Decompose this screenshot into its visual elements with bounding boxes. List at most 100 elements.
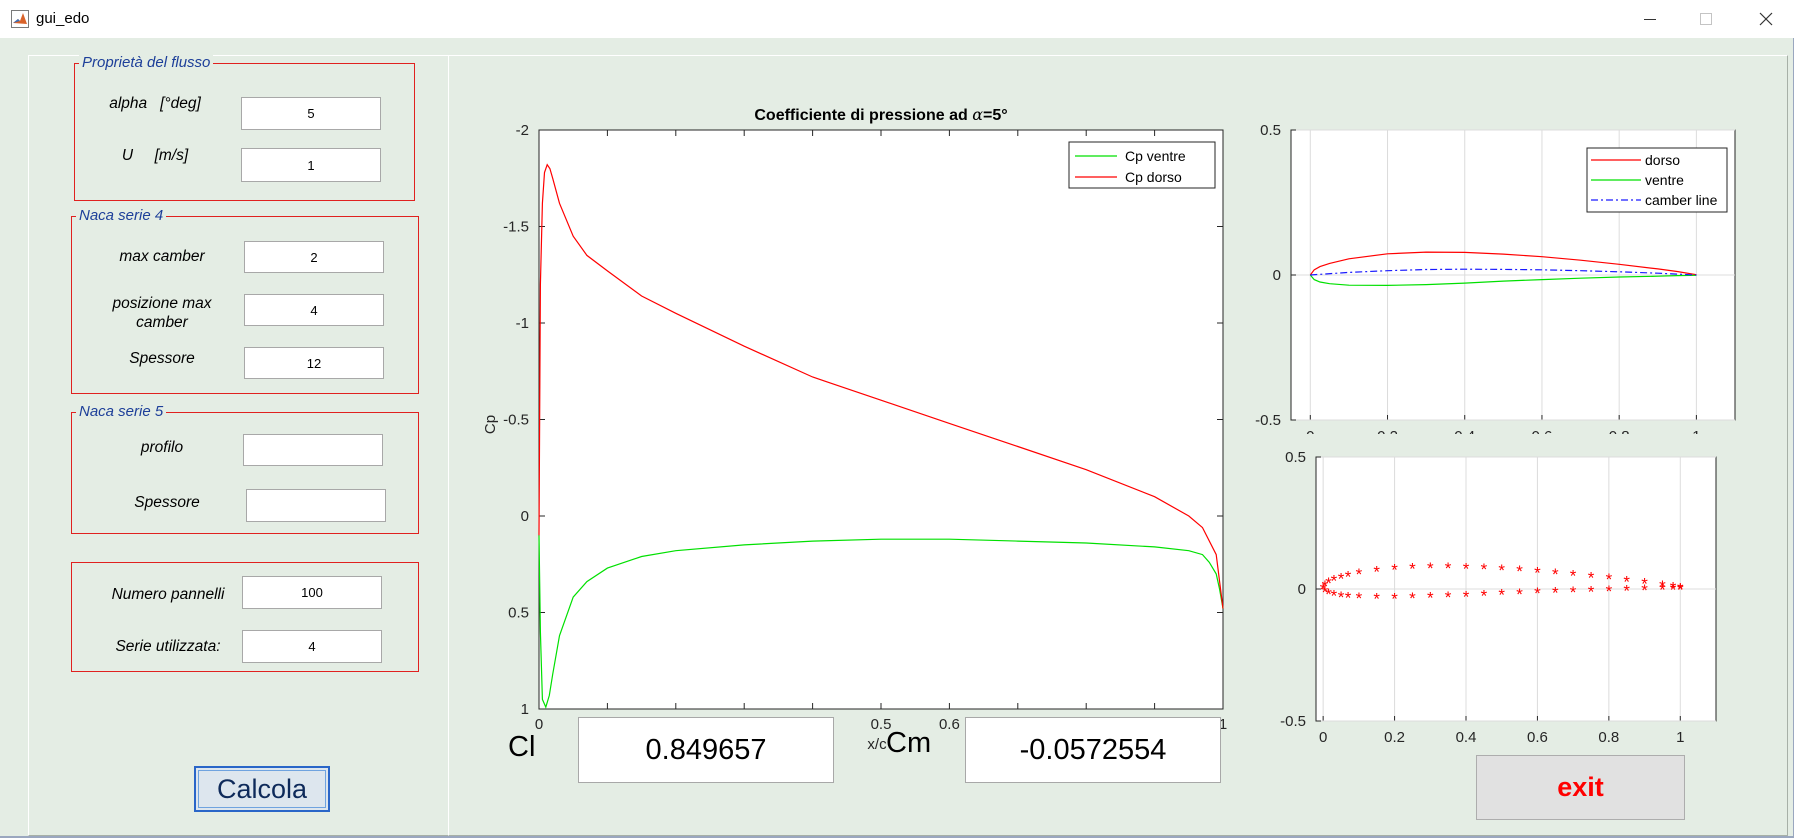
group-naca-5: Naca serie 5 profilo Spessore (71, 403, 419, 534)
close-icon (1759, 12, 1773, 26)
panels-x-tick-label: 1 (1676, 729, 1684, 746)
calcola-button[interactable]: Calcola (194, 766, 330, 812)
cp-title-angle: =5° (983, 107, 1008, 124)
airfoil-legend-label: ventre (1645, 172, 1684, 188)
max-camber-position-input[interactable]: 4 (244, 294, 384, 326)
cp-x-tick-label: 0.5 (871, 716, 892, 733)
cp-y-tick-label: -2 (516, 122, 529, 139)
group-title-naca5: Naca serie 5 (76, 403, 167, 420)
panel-point-marker: * (1670, 578, 1677, 597)
minimize-icon (1644, 19, 1656, 20)
panel-point-marker: * (1534, 563, 1541, 582)
title-bar: gui_edo (0, 0, 1798, 38)
cp-x-axis-label: x/c (867, 736, 887, 753)
panel-point-marker: * (1345, 589, 1352, 608)
figure-window: Proprietà del flusso alpha [°deg] 5 U [m… (0, 38, 1794, 838)
cp-legend-label: Cp ventre (1125, 148, 1186, 164)
panel-point-marker: * (1391, 561, 1398, 580)
cp-y-tick-label: -1.5 (503, 219, 529, 236)
panel-point-marker: * (1623, 581, 1630, 600)
cp-title-alpha: α (972, 105, 983, 124)
panel-point-marker: * (1498, 561, 1505, 580)
panel-point-marker: * (1463, 587, 1470, 606)
panels-y-tick-label: -0.5 (1280, 713, 1306, 730)
exit-button[interactable]: exit (1476, 755, 1685, 820)
airfoil-x-tick-label: 0.8 (1609, 428, 1630, 434)
results-panel (448, 55, 1788, 836)
profile-input[interactable] (243, 434, 383, 466)
panel-point-marker: * (1481, 586, 1488, 605)
panel-point-marker: * (1641, 575, 1648, 594)
thickness-5-input[interactable] (246, 489, 386, 522)
u-input[interactable]: 1 (241, 148, 381, 182)
panel-point-marker: * (1445, 588, 1452, 607)
group-title-flow: Proprietà del flusso (79, 54, 214, 71)
panel-point-marker: * (1498, 586, 1505, 605)
panel-point-marker: * (1331, 587, 1338, 606)
panel-point-marker: * (1320, 580, 1327, 599)
alpha-label: alpha [°deg] (109, 95, 201, 112)
panel-count-input[interactable]: 100 (242, 576, 382, 609)
airfoil-y-tick-label: -0.5 (1255, 412, 1281, 429)
group-settings: Numero pannelli 100 Serie utilizzata: 4 (71, 562, 419, 672)
cp-legend-box (1068, 141, 1216, 189)
u-label: U [m/s] (121, 147, 189, 164)
panel-point-marker: * (1606, 582, 1613, 601)
cp-chart-title: Coefficiente di pressione ad α=5° (754, 105, 1007, 124)
cp-title-text: Coefficiente di pressione ad (754, 107, 972, 124)
panel-point-marker: * (1588, 568, 1595, 587)
series-used-input[interactable]: 4 (242, 630, 382, 663)
panel-point-marker: * (1659, 577, 1666, 596)
cp-y-tick-label: 1 (521, 701, 529, 718)
panel-point-marker: * (1445, 559, 1452, 578)
panel-point-marker: * (1391, 590, 1398, 609)
panels-x-tick-label: 0.2 (1384, 729, 1405, 746)
panels-x-tick-label: 0.8 (1598, 729, 1619, 746)
max-camber-input[interactable]: 2 (244, 241, 384, 273)
panel-point-marker: * (1606, 570, 1613, 589)
panel-point-marker: * (1623, 572, 1630, 591)
input-panel: Proprietà del flusso alpha [°deg] 5 U [m… (28, 54, 449, 836)
cl-value-box[interactable]: 0.849657 (578, 717, 834, 783)
airfoil-x-tick-label: 0.6 (1532, 428, 1553, 434)
airfoil-y-tick-label: 0.5 (1260, 122, 1281, 139)
window-title: gui_edo (36, 10, 90, 27)
alpha-input[interactable]: 5 (241, 97, 381, 130)
max-camber-label: max camber (119, 248, 205, 265)
airfoil-series-line (1309, 251, 1697, 276)
close-button[interactable] (1738, 0, 1794, 38)
cp-series-line (538, 535, 1224, 709)
airfoil-x-tick-label: 0.2 (1377, 428, 1398, 434)
cm-value-box[interactable]: -0.0572554 (965, 717, 1221, 783)
panel-point-marker: * (1588, 582, 1595, 601)
minimize-button[interactable] (1622, 0, 1678, 38)
airfoil-legend-label: dorso (1645, 152, 1680, 168)
max-camber-position-label: posizione max camber (112, 295, 212, 331)
maximize-icon (1700, 13, 1712, 25)
cp-x-tick-label: 1 (1219, 716, 1227, 733)
panel-point-marker: * (1373, 563, 1380, 582)
airfoil-y-tick-label: 0 (1273, 267, 1281, 284)
panel-point-marker: * (1534, 584, 1541, 603)
airfoil-x-tick-label: 0.4 (1454, 428, 1475, 434)
airfoil-series-line (1310, 268, 1697, 276)
panel-point-marker: * (1641, 581, 1648, 600)
cp-y-tick-label: -1 (516, 315, 529, 332)
group-title-naca4: Naca serie 4 (76, 207, 167, 224)
maximize-button[interactable] (1678, 0, 1734, 38)
cp-x-tick-label: 0 (535, 716, 543, 733)
panel-point-marker: * (1677, 580, 1684, 599)
panel-point-marker: * (1356, 565, 1363, 584)
panel-point-marker: * (1356, 589, 1363, 608)
panel-point-marker: * (1552, 583, 1559, 602)
panel-point-marker: * (1427, 559, 1434, 578)
airfoil-x-tick-label: 1 (1692, 428, 1700, 434)
panel-point-marker: * (1373, 590, 1380, 609)
panel-point-marker: * (1345, 567, 1352, 586)
cp-y-tick-label: 0.5 (508, 605, 529, 622)
panel-count-label: Numero pannelli (111, 586, 225, 603)
panel-point-marker: * (1570, 583, 1577, 602)
thickness-4-input[interactable]: 12 (244, 347, 384, 379)
panel-point-marker: * (1659, 581, 1666, 600)
thickness-5-label: Spessore (134, 494, 200, 511)
